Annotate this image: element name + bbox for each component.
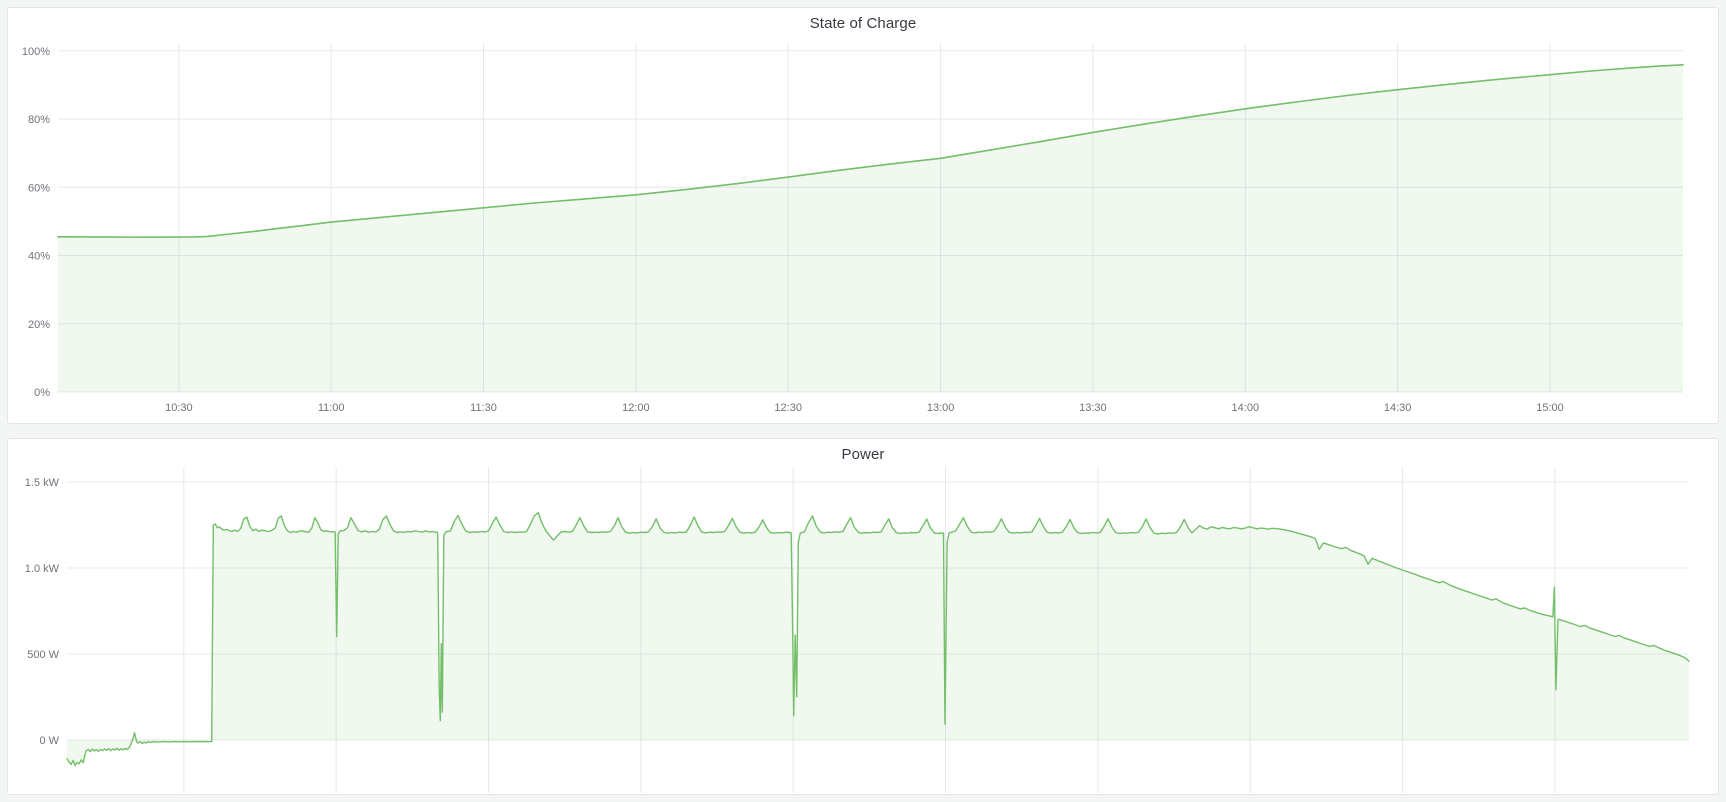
y-tick-label: 40% bbox=[28, 251, 50, 263]
panel-title[interactable]: State of Charge bbox=[809, 15, 917, 32]
y-tick-label: 0% bbox=[34, 387, 50, 399]
x-tick-label: 14:30 bbox=[1384, 402, 1412, 414]
x-tick-label: 15:00 bbox=[1536, 402, 1564, 414]
y-tick-label: 0 W bbox=[39, 735, 59, 747]
y-tick-label: 1.5 kW bbox=[25, 477, 60, 489]
y-tick-label: 60% bbox=[28, 182, 50, 194]
y-tick-label: 80% bbox=[28, 114, 50, 126]
series-line bbox=[57, 64, 1684, 238]
x-tick-label: 11:00 bbox=[318, 402, 345, 414]
y-tick-label: 100% bbox=[22, 46, 50, 58]
y-tick-label: 500 W bbox=[27, 649, 59, 661]
x-tick-label: 14:00 bbox=[1232, 402, 1260, 414]
power-chart[interactable]: 0 W 500 W 1.0 kW 1.5 kW bbox=[8, 439, 1718, 794]
panel-power: Power 0 W 500 W 1.0 kW 1.5 kW bbox=[7, 438, 1719, 795]
x-tick-label: 13:30 bbox=[1079, 402, 1107, 414]
y-tick-label: 20% bbox=[28, 319, 50, 331]
x-tick-label: 11:30 bbox=[470, 402, 497, 414]
x-tick-label: 10:30 bbox=[165, 402, 193, 414]
series-area bbox=[58, 64, 1683, 393]
y-tick-label: 1.0 kW bbox=[25, 563, 60, 575]
x-tick-label: 12:30 bbox=[774, 402, 802, 414]
soc-chart[interactable]: 0% 20% 40% 60% 80% 100% 10:30 11:00 11:30 12:00 12… bbox=[8, 8, 1718, 423]
x-tick-label: 12:00 bbox=[622, 402, 650, 414]
panel-title[interactable]: Power bbox=[841, 446, 885, 463]
series-line bbox=[66, 511, 1690, 767]
series-area bbox=[67, 512, 1689, 766]
panel-state-of-charge: State of Charge 0% 20% 40% 60% 80% 100% 10:30 1… bbox=[7, 7, 1719, 424]
x-tick-label: 13:00 bbox=[927, 402, 955, 414]
